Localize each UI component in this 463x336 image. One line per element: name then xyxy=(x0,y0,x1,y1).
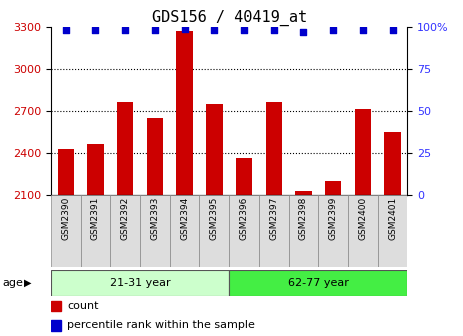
Point xyxy=(151,28,159,33)
Bar xyxy=(266,102,282,336)
Bar xyxy=(206,104,223,336)
Point xyxy=(359,28,367,33)
Text: age: age xyxy=(2,278,23,288)
Bar xyxy=(176,31,193,336)
Bar xyxy=(259,195,288,267)
Text: GSM2390: GSM2390 xyxy=(61,197,70,241)
Title: GDS156 / 40419_at: GDS156 / 40419_at xyxy=(151,9,307,26)
Bar xyxy=(200,195,229,267)
Text: GSM2394: GSM2394 xyxy=(180,197,189,240)
Text: GSM2391: GSM2391 xyxy=(91,197,100,241)
Bar xyxy=(295,191,312,336)
Text: GSM2392: GSM2392 xyxy=(121,197,130,240)
Text: GSM2395: GSM2395 xyxy=(210,197,219,241)
Point xyxy=(211,28,218,33)
Point xyxy=(62,28,69,33)
Point xyxy=(181,26,188,31)
Bar xyxy=(355,110,371,336)
Bar xyxy=(229,195,259,267)
Text: GSM2400: GSM2400 xyxy=(358,197,367,240)
Bar xyxy=(51,301,61,311)
Text: GSM2399: GSM2399 xyxy=(329,197,338,241)
Point xyxy=(92,28,99,33)
Bar xyxy=(229,270,407,296)
Bar xyxy=(170,195,200,267)
Bar xyxy=(51,270,229,296)
Bar xyxy=(88,144,104,336)
Text: count: count xyxy=(67,301,99,311)
Text: 62-77 year: 62-77 year xyxy=(288,278,349,288)
Text: GSM2398: GSM2398 xyxy=(299,197,308,241)
Bar xyxy=(236,159,252,336)
Bar xyxy=(147,118,163,336)
Bar xyxy=(81,195,110,267)
Text: GSM2397: GSM2397 xyxy=(269,197,278,241)
Point xyxy=(240,28,248,33)
Text: GSM2396: GSM2396 xyxy=(239,197,249,241)
Text: GSM2401: GSM2401 xyxy=(388,197,397,240)
Bar xyxy=(288,195,319,267)
Point xyxy=(300,29,307,35)
Bar xyxy=(384,132,401,336)
Bar xyxy=(51,195,81,267)
Point xyxy=(330,28,337,33)
Bar xyxy=(110,195,140,267)
Bar xyxy=(57,149,74,336)
Bar xyxy=(319,195,348,267)
Text: ▶: ▶ xyxy=(24,278,31,288)
Bar xyxy=(325,181,341,336)
Text: percentile rank within the sample: percentile rank within the sample xyxy=(67,321,255,330)
Point xyxy=(121,28,129,33)
Bar xyxy=(378,195,407,267)
Bar xyxy=(348,195,378,267)
Text: 21-31 year: 21-31 year xyxy=(110,278,170,288)
Text: GSM2393: GSM2393 xyxy=(150,197,159,241)
Bar xyxy=(140,195,170,267)
Bar xyxy=(117,102,133,336)
Point xyxy=(270,28,277,33)
Point xyxy=(389,28,396,33)
Bar xyxy=(51,320,61,331)
